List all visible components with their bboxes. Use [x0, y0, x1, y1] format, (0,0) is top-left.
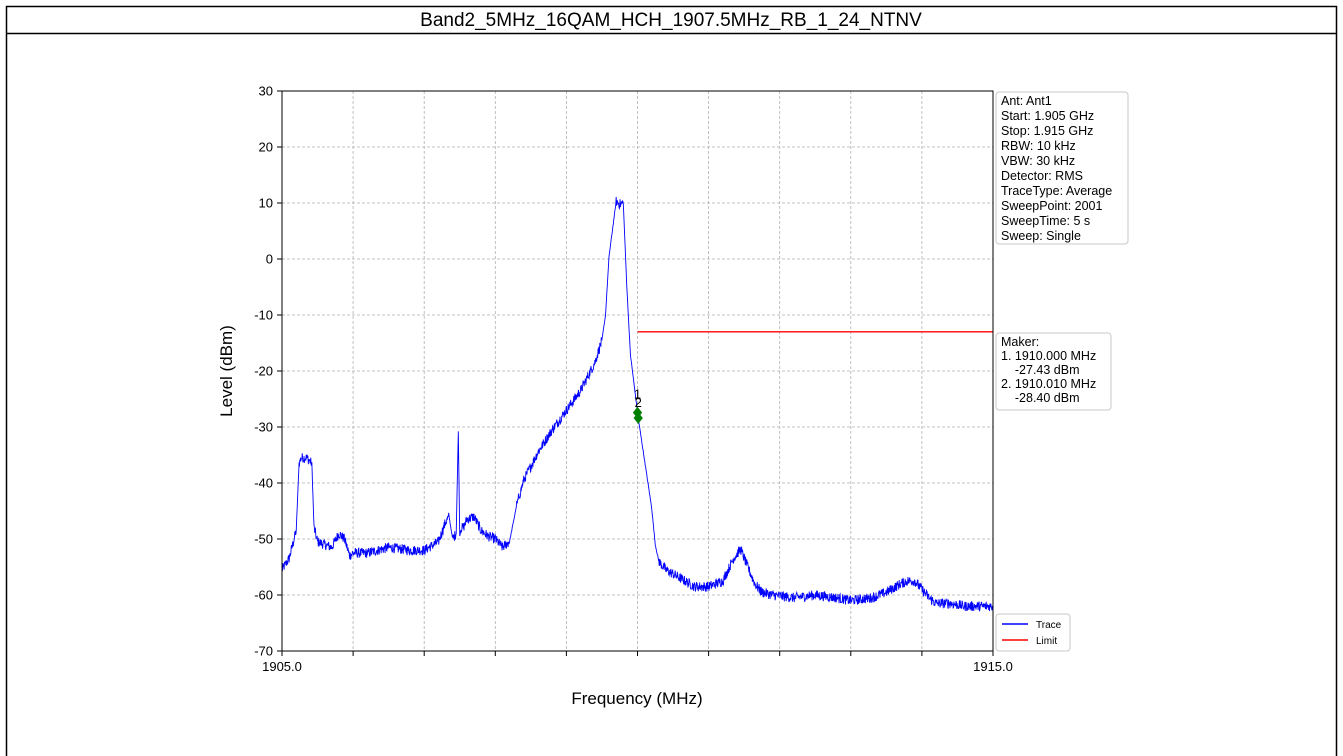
frame-border: [5, 5, 1338, 756]
settings-line: Ant: Ant1: [1001, 94, 1052, 108]
legend: Trace Limit: [995, 613, 1071, 652]
marker-info-line: -28.40 dBm: [1001, 391, 1080, 405]
settings-line: TraceType: Average: [1001, 184, 1112, 198]
settings-line: Sweep: Single: [1001, 229, 1081, 243]
y-tick-label: 0: [266, 252, 273, 267]
y-tick-label: -10: [254, 308, 273, 323]
legend-limit-label: Limit: [1036, 636, 1057, 647]
y-tick-label: -50: [254, 532, 273, 547]
y-tick-label: -30: [254, 420, 273, 435]
settings-line: SweepTime: 5 s: [1001, 214, 1090, 228]
y-tick-label: -70: [254, 644, 273, 659]
marker-box-frame: [995, 332, 1112, 411]
y-tick-label: -40: [254, 476, 273, 491]
y-tick-label: -60: [254, 588, 273, 603]
marker-info-line: 1. 1910.000 MHz: [1001, 349, 1096, 363]
settings-line: RBW: 10 kHz: [1001, 139, 1076, 153]
marker-label-1: 1: [634, 387, 641, 402]
marker-info-line: -27.43 dBm: [1001, 363, 1080, 377]
x-tick-label: 1915.0: [973, 659, 1013, 674]
x-tick-label: 1905.0: [262, 659, 302, 674]
marker-info-line: Maker:: [1001, 335, 1039, 349]
y-tick-label: 30: [259, 84, 273, 99]
settings-line: Start: 1.905 GHz: [1001, 109, 1094, 123]
settings-line: Detector: RMS: [1001, 169, 1083, 183]
plot-area-border: [281, 90, 994, 652]
chart-title: Band2_5MHz_16QAM_HCH_1907.5MHz_RB_1_24_N…: [420, 10, 922, 31]
legend-trace-label: Trace: [1036, 620, 1062, 631]
grid-lines: [282, 91, 993, 651]
marker-layer: 12: [632, 387, 643, 424]
settings-line: VBW: 30 kHz: [1001, 154, 1075, 168]
marker-label-2: 2: [635, 395, 642, 410]
settings-box-frame: [995, 91, 1129, 245]
y-tick-label: 10: [259, 196, 273, 211]
x-axis-label: Frequency (MHz): [571, 689, 702, 708]
y-tick-label: 20: [259, 140, 273, 155]
marker-info-line: 2. 1910.010 MHz: [1001, 377, 1096, 391]
settings-line: Stop: 1.915 GHz: [1001, 124, 1093, 138]
settings-line: SweepPoint: 2001: [1001, 199, 1103, 213]
y-axis-label: Level (dBm): [217, 325, 236, 417]
marker-point-2: [633, 412, 643, 424]
y-tick-label: -20: [254, 364, 273, 379]
